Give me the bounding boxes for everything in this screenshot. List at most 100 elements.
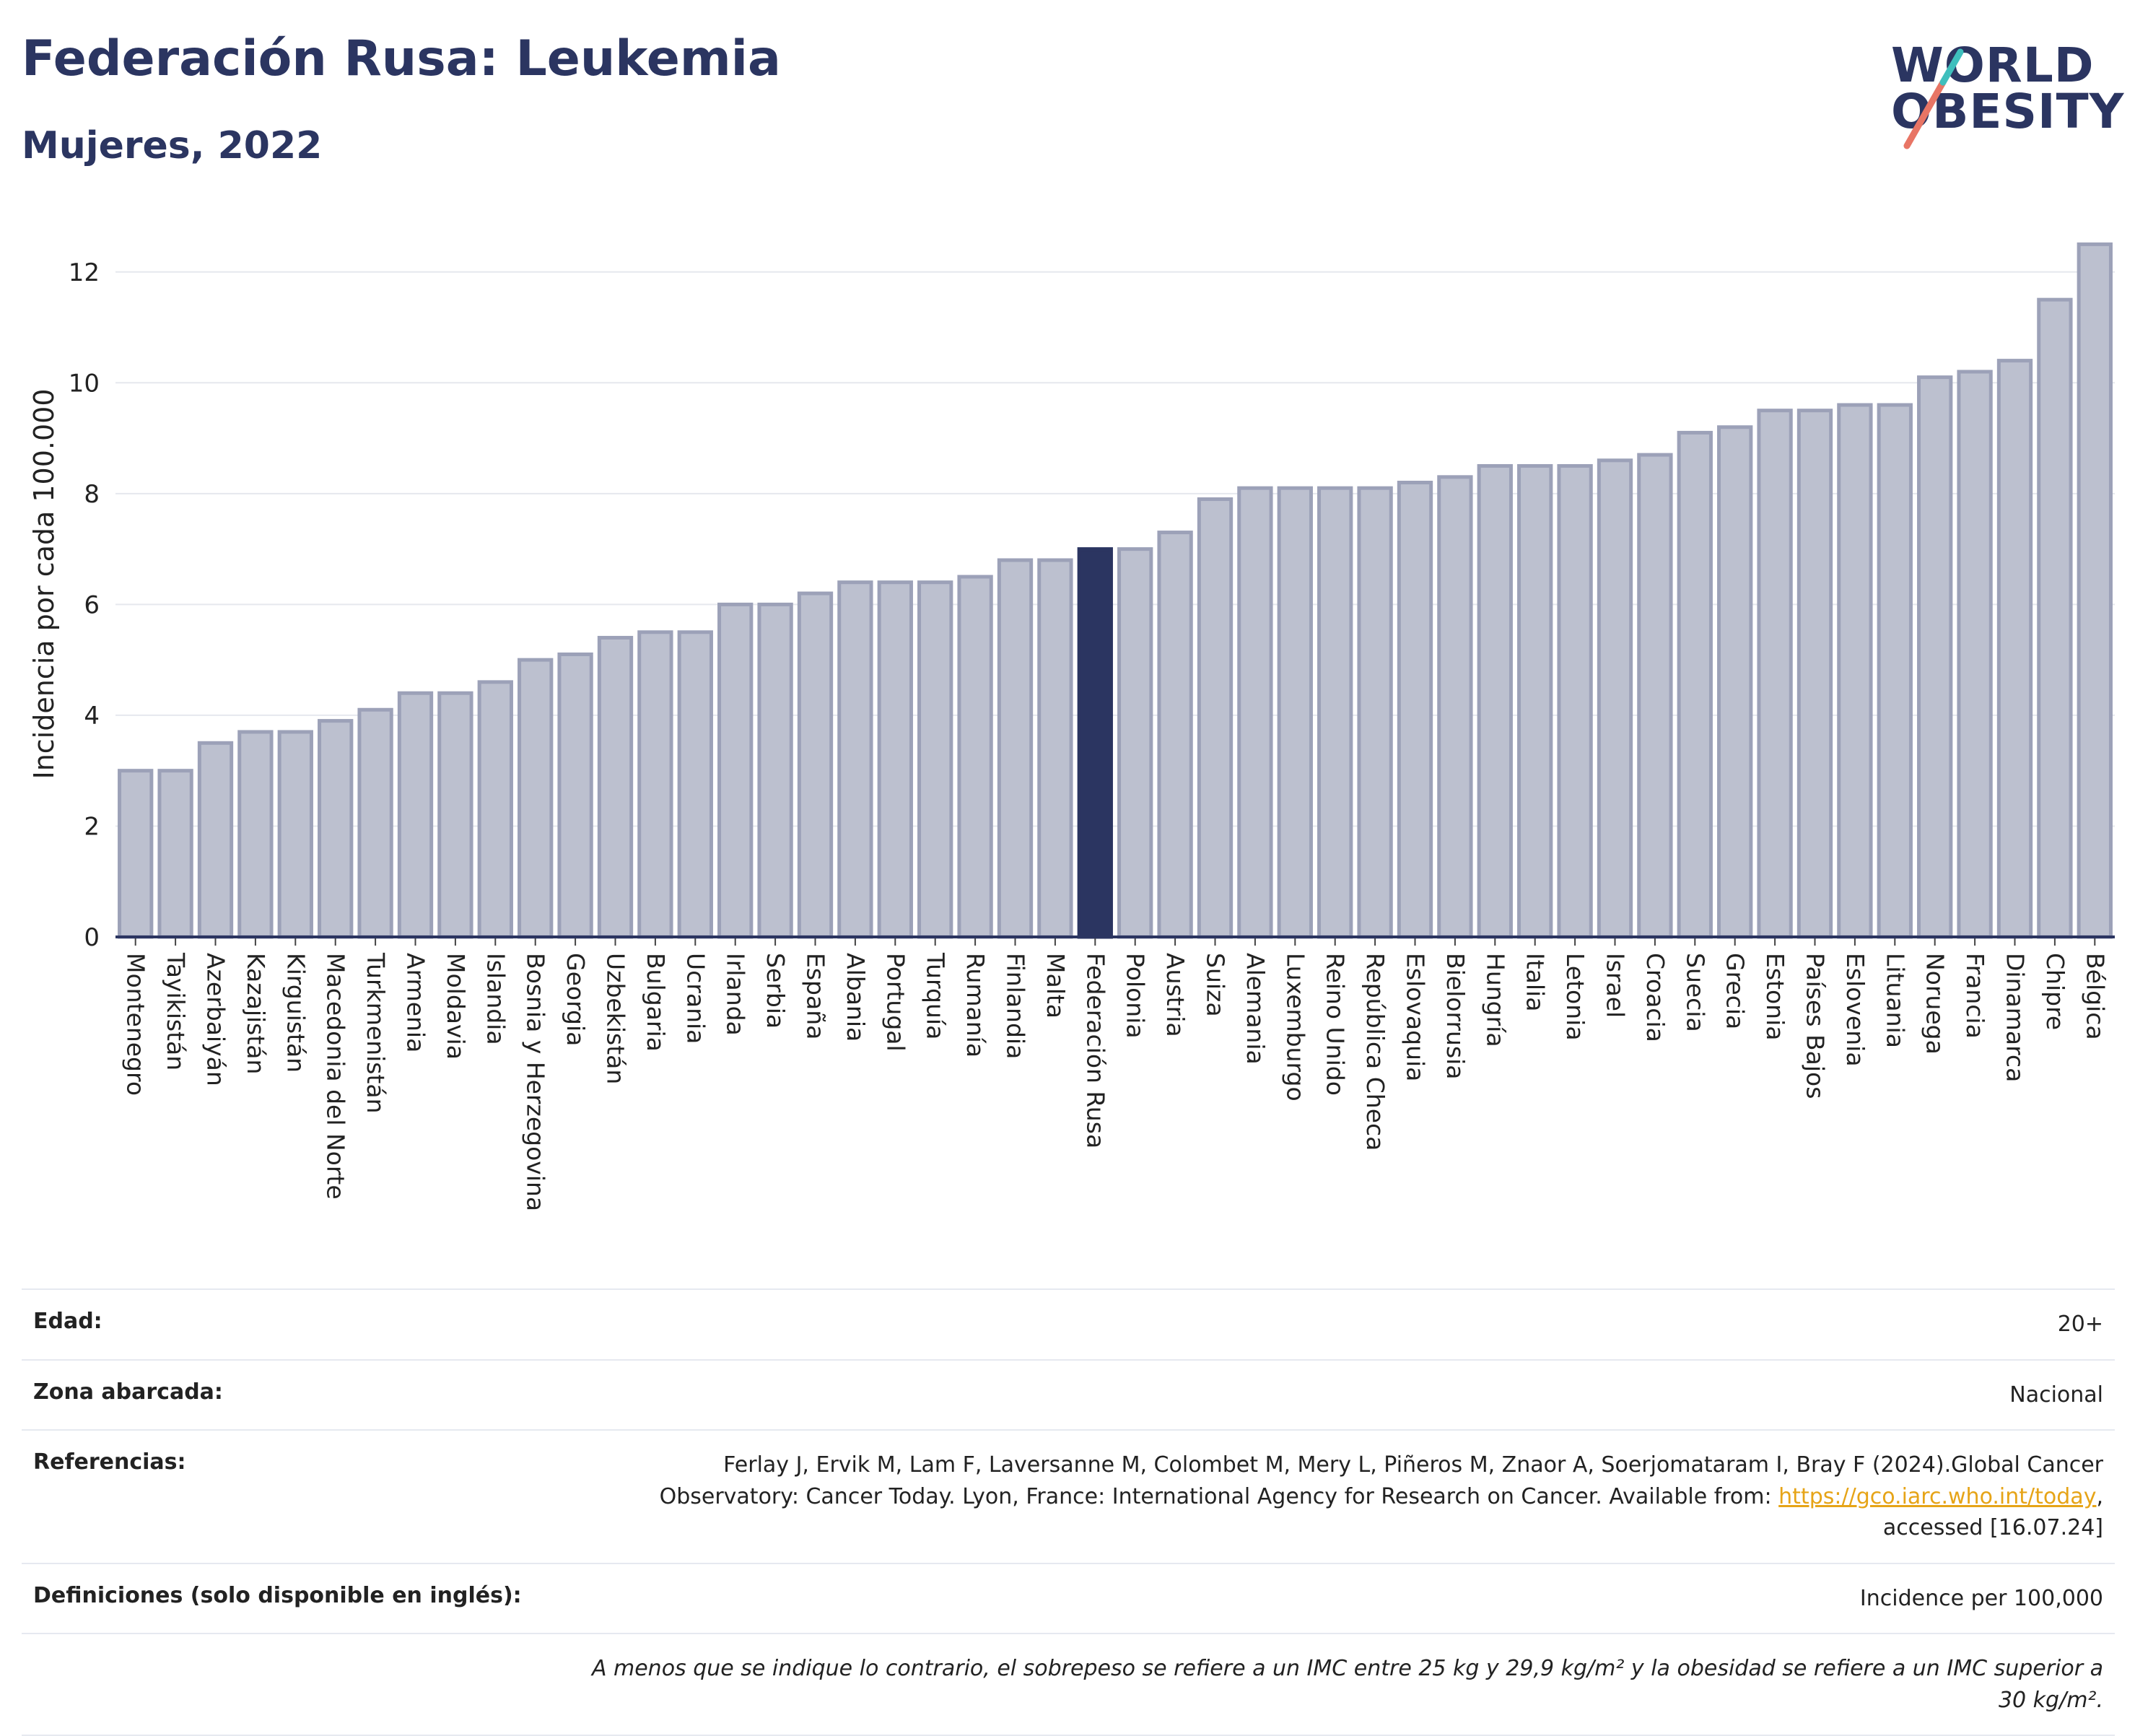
bar	[957, 575, 993, 939]
area-value: Nacional	[2009, 1382, 2103, 1408]
references-value: Ferlay J, Ervik M, Lam F, Laversanne M, …	[588, 1449, 2103, 1544]
bar	[397, 691, 434, 939]
bar	[518, 658, 554, 939]
x-tick-label: Finlandia	[1002, 953, 1030, 1059]
x-tick-label: Lituania	[1881, 953, 1909, 1048]
bar	[997, 558, 1034, 939]
bar	[1677, 430, 1713, 939]
bar	[437, 691, 473, 939]
bar	[477, 680, 513, 939]
bar	[1717, 425, 1753, 939]
x-tick-label: Montenegro	[122, 953, 150, 1096]
x-tick-label: Dinamarca	[2001, 953, 2030, 1082]
bar	[557, 652, 593, 939]
y-tick-label: 0	[84, 923, 100, 952]
page-subtitle: Mujeres, 2022	[22, 124, 323, 167]
meta-row-definitions: Definiciones (solo disponible en inglés)…	[22, 1562, 2115, 1634]
x-tick-label: Alemania	[1241, 953, 1270, 1065]
bar	[277, 730, 313, 939]
x-tick-label: Macedonia del Norte	[322, 953, 350, 1200]
bar	[1917, 375, 1953, 939]
x-tick-label: Malta	[1042, 953, 1070, 1019]
x-tick-label: Suecia	[1681, 953, 1709, 1032]
bar	[118, 769, 154, 939]
references-text: Ferlay J, Ervik M, Lam F, Laversanne M, …	[659, 1452, 2103, 1509]
references-link[interactable]: https://gco.iarc.who.int/today	[1778, 1483, 2097, 1509]
logo-line-1: WORLD	[1891, 38, 2095, 93]
y-tick-label: 6	[84, 590, 100, 619]
bar	[917, 580, 953, 939]
x-tick-label: Bélgica	[2081, 953, 2109, 1040]
x-tick-label: Eslovaquia	[1402, 953, 1430, 1081]
bar	[1796, 409, 1833, 939]
bar	[637, 630, 673, 939]
x-tick-label: Croacia	[1641, 953, 1669, 1042]
x-tick-label: Luxemburgo	[1281, 953, 1309, 1102]
bar	[1597, 458, 1633, 939]
x-tick-label: Suiza	[1202, 953, 1230, 1017]
y-tick-label: 10	[69, 369, 100, 398]
x-tick-label: Kazajistán	[242, 953, 270, 1074]
meta-row-references: Referencias: Ferlay J, Ervik M, Lam F, L…	[22, 1429, 2115, 1563]
age-label: Edad:	[33, 1309, 102, 1334]
x-tick-label: Hungría	[1481, 953, 1509, 1047]
bar	[1237, 486, 1273, 939]
x-tick-label: Azerbaiyán	[202, 953, 230, 1086]
bar	[2037, 297, 2073, 939]
meta-row-area: Zona abarcada: Nacional	[22, 1358, 2115, 1430]
x-tick-label: Albania	[842, 953, 870, 1042]
bar	[1637, 453, 1673, 939]
bar	[1557, 463, 1593, 939]
metadata-table: Edad: 20+ Zona abarcada: Nacional Refere…	[22, 1288, 2115, 1736]
logo-slash-icon	[1903, 48, 1964, 149]
x-tick-label: Moldavia	[442, 953, 470, 1060]
x-tick-label: Kirguistán	[281, 953, 310, 1073]
bar	[717, 602, 754, 939]
x-tick-label: Serbia	[761, 953, 790, 1029]
x-tick-label: Bulgaria	[642, 953, 670, 1052]
bar	[757, 602, 793, 939]
bar	[318, 719, 354, 939]
references-accessed: , accessed [16.07.24]	[1882, 1483, 2103, 1541]
bar	[1277, 486, 1313, 939]
x-tick-label: Países Bajos	[1802, 953, 1830, 1099]
x-tick-label: Irlanda	[722, 953, 750, 1036]
x-tick-label: Eslovenia	[1841, 953, 1869, 1067]
bar	[1477, 463, 1513, 939]
x-tick-label: Tayikistán	[162, 952, 190, 1070]
x-tick-label: Bielorrusia	[1441, 953, 1470, 1080]
definitions-note: A menos que se indique lo contrario, el …	[591, 1656, 2103, 1713]
x-tick-label: Grecia	[1721, 953, 1750, 1029]
x-tick-label: Francia	[1961, 953, 1989, 1039]
x-tick-label: Chipre	[2041, 953, 2069, 1030]
x-tick-label: Armenia	[402, 953, 430, 1052]
x-tick-label: Ucrania	[681, 953, 710, 1044]
area-label: Zona abarcada:	[33, 1379, 223, 1405]
y-tick-label: 12	[69, 258, 100, 287]
x-tick-label: Georgia	[562, 953, 590, 1046]
bar	[237, 730, 274, 939]
bar	[1517, 463, 1553, 939]
bar	[597, 635, 634, 939]
bar	[197, 741, 234, 939]
x-tick-label: Letonia	[1561, 953, 1589, 1041]
x-tick-label: Federación Rusa	[1081, 953, 1109, 1148]
x-tick-label: Israel	[1602, 953, 1630, 1018]
bar	[1837, 403, 1873, 939]
x-tick-label: Uzbekistán	[602, 953, 630, 1084]
x-tick-label: República Checa	[1361, 953, 1389, 1151]
bar	[877, 580, 913, 939]
x-tick-label: Noruega	[1921, 953, 1950, 1055]
bar	[1397, 480, 1433, 939]
x-tick-label: Estonia	[1761, 953, 1789, 1040]
y-axis-label: Incidencia por cada 100.000	[28, 388, 60, 779]
bar-highlighted	[1077, 547, 1113, 939]
x-tick-label: Turkmenistán	[362, 952, 390, 1114]
bar	[2077, 242, 2113, 939]
bar	[1996, 359, 2033, 939]
x-tick-label: Bosnia y Herzegovina	[522, 953, 550, 1211]
x-tick-label: Portugal	[881, 953, 909, 1052]
bar	[1037, 558, 1073, 939]
x-tick-label: Rumanía	[961, 953, 990, 1057]
x-tick-label: Polonia	[1122, 953, 1150, 1039]
